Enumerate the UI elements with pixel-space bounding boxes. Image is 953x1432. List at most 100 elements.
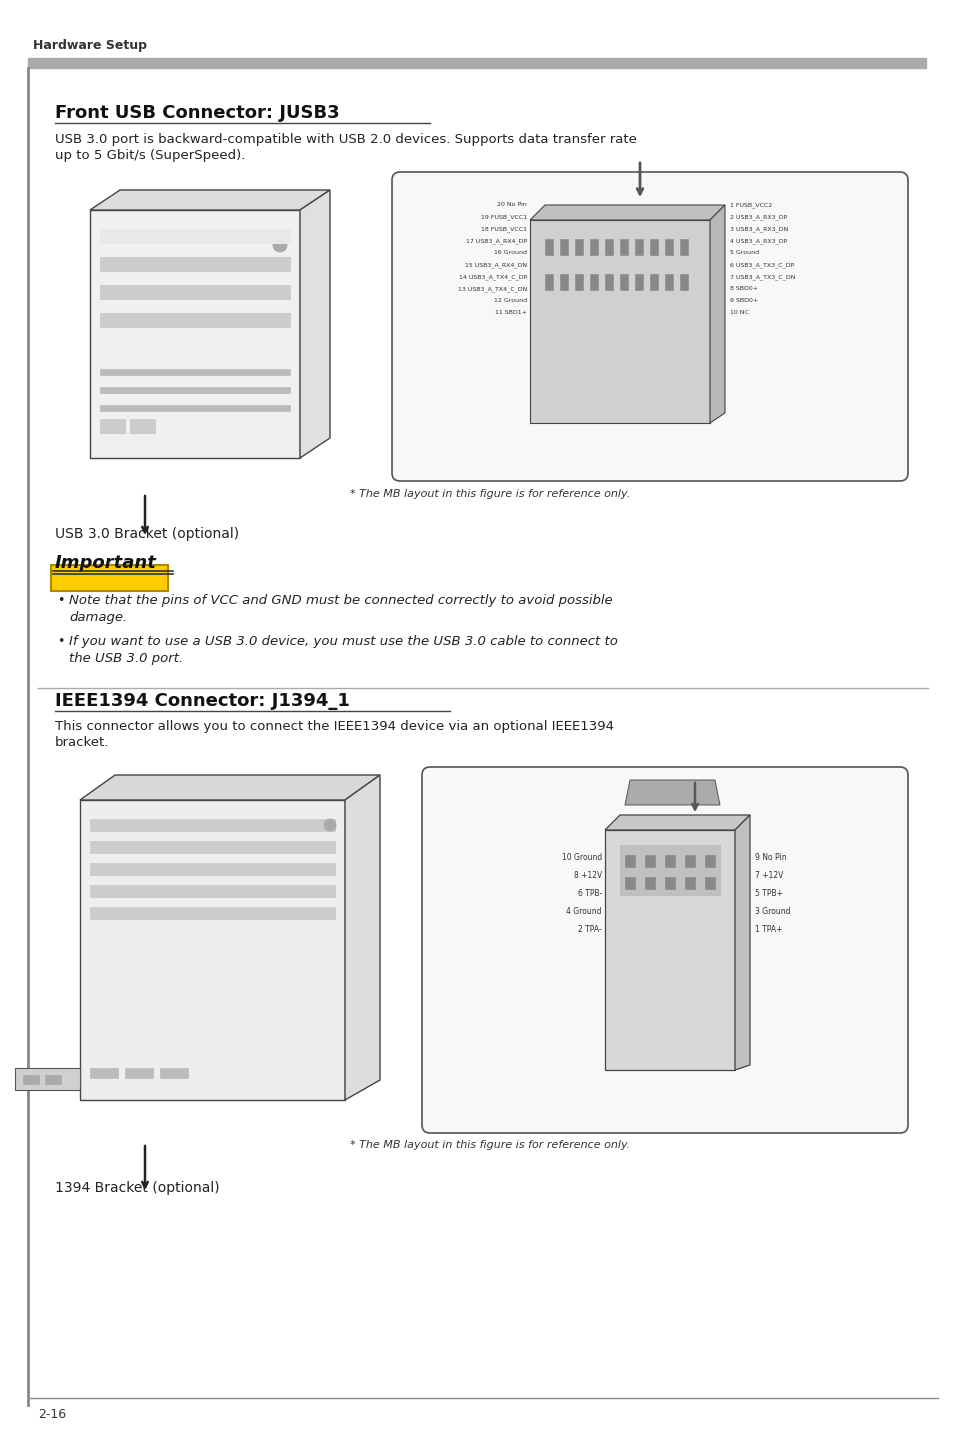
- Text: 10 Ground: 10 Ground: [561, 852, 601, 862]
- Text: •: •: [57, 634, 64, 649]
- Text: If you want to use a USB 3.0 device, you must use the USB 3.0 cable to connect t: If you want to use a USB 3.0 device, you…: [69, 634, 618, 649]
- Text: 6 USB3_A_TX3_C_DP: 6 USB3_A_TX3_C_DP: [729, 262, 794, 268]
- Bar: [100, 229, 290, 243]
- Text: 3 USB3_A_RX3_DN: 3 USB3_A_RX3_DN: [729, 226, 787, 232]
- Polygon shape: [604, 815, 749, 831]
- Bar: [23, 1075, 39, 1084]
- Text: 9 No Pin: 9 No Pin: [754, 852, 786, 862]
- Text: 5 Ground: 5 Ground: [729, 251, 759, 255]
- Bar: [664, 274, 672, 291]
- Bar: [100, 387, 290, 392]
- Text: IEEE1394 Connector: J1394_1: IEEE1394 Connector: J1394_1: [55, 692, 350, 710]
- Text: 1 FUSB_VCC2: 1 FUSB_VCC2: [729, 202, 771, 208]
- Text: 11 SBD1+: 11 SBD1+: [495, 311, 526, 315]
- Polygon shape: [90, 211, 299, 458]
- Text: USB 3.0 Bracket (optional): USB 3.0 Bracket (optional): [55, 527, 239, 541]
- Text: 9 SBD0+: 9 SBD0+: [729, 298, 758, 304]
- Text: 4 Ground: 4 Ground: [566, 906, 601, 915]
- Bar: [704, 876, 714, 889]
- Text: 1 TPA+: 1 TPA+: [754, 925, 781, 934]
- Polygon shape: [624, 780, 720, 805]
- Text: 12 Ground: 12 Ground: [494, 298, 526, 304]
- Bar: [664, 876, 675, 889]
- Bar: [619, 845, 720, 895]
- Bar: [679, 239, 687, 255]
- Bar: [559, 239, 567, 255]
- Text: 18 FUSB_VCC1: 18 FUSB_VCC1: [480, 226, 526, 232]
- Circle shape: [324, 819, 335, 831]
- Polygon shape: [90, 190, 330, 211]
- Text: 10 NC: 10 NC: [729, 311, 748, 315]
- Bar: [589, 239, 598, 255]
- Polygon shape: [709, 205, 724, 422]
- Bar: [649, 274, 658, 291]
- Polygon shape: [530, 205, 724, 221]
- Text: •: •: [57, 594, 64, 607]
- Bar: [90, 906, 335, 919]
- Bar: [684, 876, 695, 889]
- Text: 2 USB3_A_RX3_DP: 2 USB3_A_RX3_DP: [729, 215, 786, 221]
- Bar: [100, 369, 290, 375]
- Text: 16 Ground: 16 Ground: [494, 251, 526, 255]
- FancyBboxPatch shape: [392, 172, 907, 481]
- Bar: [100, 229, 290, 243]
- Text: 6 TPB-: 6 TPB-: [577, 888, 601, 898]
- Bar: [100, 314, 290, 326]
- Bar: [589, 274, 598, 291]
- Bar: [100, 285, 290, 299]
- Text: 14 USB3_A_TX4_C_DP: 14 USB3_A_TX4_C_DP: [458, 274, 526, 279]
- Text: 4 USB3_A_RX3_DP: 4 USB3_A_RX3_DP: [729, 238, 786, 243]
- Text: 17 USB3_A_RX4_DP: 17 USB3_A_RX4_DP: [465, 238, 526, 243]
- Text: Hardware Setup: Hardware Setup: [33, 39, 147, 52]
- Polygon shape: [299, 190, 330, 458]
- Bar: [649, 239, 658, 255]
- Text: 13 USB3_A_TX4_C_DN: 13 USB3_A_TX4_C_DN: [457, 286, 526, 292]
- Bar: [544, 274, 553, 291]
- FancyBboxPatch shape: [51, 566, 168, 591]
- Bar: [619, 274, 627, 291]
- Text: 5 TPB+: 5 TPB+: [754, 888, 782, 898]
- Bar: [635, 274, 642, 291]
- Text: 15 USB3_A_RX4_DN: 15 USB3_A_RX4_DN: [464, 262, 526, 268]
- Bar: [704, 855, 714, 866]
- Bar: [100, 256, 290, 271]
- Bar: [679, 274, 687, 291]
- Bar: [90, 841, 335, 853]
- Text: USB 3.0 port is backward-compatible with USB 2.0 devices. Supports data transfer: USB 3.0 port is backward-compatible with…: [55, 133, 637, 146]
- Polygon shape: [80, 800, 345, 1100]
- Text: Front USB Connector: JUSB3: Front USB Connector: JUSB3: [55, 105, 339, 122]
- Text: bracket.: bracket.: [55, 736, 110, 749]
- Bar: [160, 1068, 188, 1078]
- Bar: [100, 420, 125, 432]
- Text: damage.: damage.: [69, 611, 127, 624]
- Text: 2 TPA-: 2 TPA-: [578, 925, 601, 934]
- Text: 8 +12V: 8 +12V: [573, 871, 601, 879]
- Text: 1394 Bracket (optional): 1394 Bracket (optional): [55, 1181, 219, 1194]
- Text: Important: Important: [55, 554, 156, 571]
- Bar: [624, 876, 635, 889]
- Bar: [575, 239, 582, 255]
- Text: up to 5 Gbit/s (SuperSpeed).: up to 5 Gbit/s (SuperSpeed).: [55, 149, 245, 162]
- FancyBboxPatch shape: [421, 768, 907, 1133]
- Text: This connector allows you to connect the IEEE1394 device via an optional IEEE139: This connector allows you to connect the…: [55, 720, 614, 733]
- Bar: [130, 420, 154, 432]
- Bar: [90, 1068, 118, 1078]
- Bar: [664, 239, 672, 255]
- Polygon shape: [345, 775, 379, 1100]
- Bar: [635, 239, 642, 255]
- Text: 2-16: 2-16: [38, 1408, 66, 1421]
- Bar: [45, 1075, 61, 1084]
- Bar: [28, 59, 925, 67]
- Text: 8 SBD0+: 8 SBD0+: [729, 286, 758, 292]
- Bar: [559, 274, 567, 291]
- Text: 3 Ground: 3 Ground: [754, 906, 790, 915]
- Bar: [125, 1068, 152, 1078]
- Bar: [575, 274, 582, 291]
- Bar: [644, 876, 655, 889]
- Bar: [90, 819, 335, 831]
- Bar: [684, 855, 695, 866]
- Text: 20 No Pin: 20 No Pin: [497, 202, 526, 208]
- Bar: [604, 274, 613, 291]
- Circle shape: [273, 238, 287, 252]
- Bar: [90, 885, 335, 896]
